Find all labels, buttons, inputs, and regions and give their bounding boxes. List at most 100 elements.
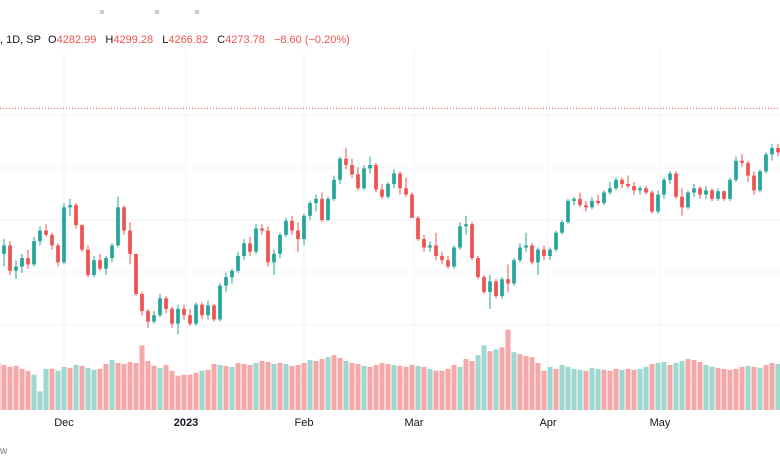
volume-bar <box>37 391 43 410</box>
change-value: −8.60 (−0.20%) <box>273 34 350 46</box>
volume-bar <box>79 365 85 410</box>
volume-bar <box>637 368 643 410</box>
candle-body <box>572 198 576 201</box>
candle-body <box>674 173 678 197</box>
volume-bar <box>661 361 667 410</box>
volume-bar <box>319 359 325 410</box>
volume-bar <box>361 365 367 410</box>
candle-body <box>680 196 684 208</box>
candle-body <box>764 154 768 172</box>
candle-body <box>332 179 336 199</box>
candle-body <box>758 171 762 191</box>
low-key: L <box>162 34 169 46</box>
volume-bar <box>157 367 163 410</box>
candle-body <box>344 158 348 165</box>
candle-body <box>128 230 132 254</box>
volume-bar <box>469 361 475 410</box>
volume-bar <box>397 365 403 410</box>
candle-body <box>254 228 258 252</box>
volume-bar <box>115 362 121 410</box>
candle-body <box>602 192 606 204</box>
low-value: 4266.82 <box>168 34 209 46</box>
candle-body <box>488 281 492 292</box>
candle-body <box>206 305 210 316</box>
candle-body <box>566 200 570 223</box>
candle-body <box>458 226 462 248</box>
candle-body <box>32 241 36 265</box>
volume-bar <box>571 368 577 410</box>
volume-bar <box>217 364 223 410</box>
volume-bar <box>271 363 277 410</box>
candle-body <box>86 249 90 275</box>
volume-bar <box>589 367 595 410</box>
volume-bar <box>493 349 499 410</box>
volume-bar <box>715 367 721 410</box>
volume-bar <box>379 362 385 410</box>
volume-bar <box>247 364 253 410</box>
volume-bar <box>751 366 757 410</box>
close-value: 4273.78 <box>225 34 265 46</box>
volume-bar <box>625 368 631 410</box>
volume-bar <box>223 365 229 410</box>
header-fragment-mark <box>155 10 159 14</box>
candle-body <box>92 260 96 275</box>
candle-body <box>656 194 660 212</box>
volume-bar <box>643 366 649 410</box>
volume-bar <box>73 364 79 410</box>
candle-body <box>614 179 618 189</box>
candle-body <box>122 207 126 231</box>
x-tick-label-feb: Feb <box>294 417 314 429</box>
volume-bar <box>529 357 535 410</box>
high-value: 4299.28 <box>113 34 154 46</box>
candle-body <box>392 173 396 185</box>
open-key: O <box>48 34 57 46</box>
volume-bar <box>433 370 439 410</box>
footer-text: w <box>0 446 8 457</box>
candle-body <box>650 192 654 212</box>
volume-bar <box>775 363 780 410</box>
volume-bar <box>331 355 337 410</box>
volume-bar <box>757 367 763 410</box>
volume-bar <box>565 366 571 410</box>
volume-bar <box>595 368 601 410</box>
volume-bar <box>121 363 127 410</box>
volume-bar <box>85 367 91 410</box>
candle-body <box>104 258 108 269</box>
candle-body <box>374 165 378 190</box>
candle-body <box>776 148 780 153</box>
header-fragment-mark <box>100 10 104 14</box>
candle-body <box>296 230 300 240</box>
volume-bar <box>181 374 187 410</box>
volume-bar <box>151 365 157 410</box>
volume-bar <box>463 359 469 410</box>
candle-body <box>56 245 60 263</box>
volume-bar <box>265 361 271 410</box>
volume-bar <box>145 361 151 410</box>
volume-bar <box>13 365 19 410</box>
candle-body <box>50 234 54 246</box>
candle-body <box>14 266 18 271</box>
candle-body <box>146 310 150 322</box>
volume-bar <box>451 364 457 410</box>
volume-bar <box>31 374 37 410</box>
candle-body <box>26 258 30 265</box>
volume-bar <box>355 363 361 410</box>
open-value: 4282.99 <box>56 34 97 46</box>
candle-body <box>218 285 222 320</box>
candle-body <box>8 245 12 271</box>
volume-bar <box>19 368 25 410</box>
candle-body <box>434 245 438 256</box>
volume-bar <box>313 361 319 410</box>
volume-bar <box>763 364 769 410</box>
volume-bar <box>517 354 523 410</box>
volume-bar <box>655 362 661 410</box>
candle-body <box>212 305 216 320</box>
volume-bar <box>175 375 181 410</box>
candle-body <box>2 245 6 254</box>
volume-bar <box>673 362 679 410</box>
candle-body <box>716 191 720 199</box>
candle-body <box>98 260 102 269</box>
volume-bar <box>385 363 391 410</box>
